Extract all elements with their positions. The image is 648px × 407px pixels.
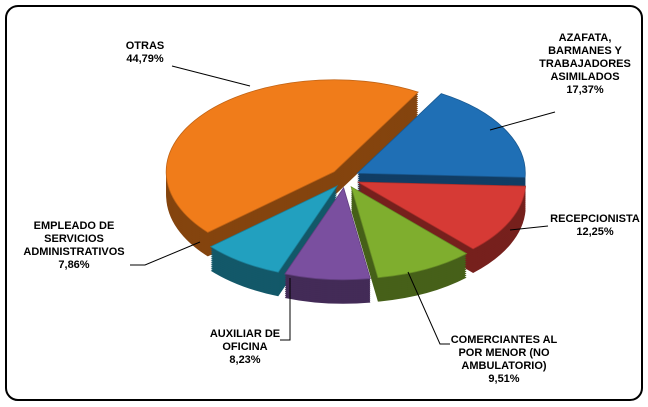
slice-label: EMPLEADO DE SERVICIOS ADMINISTRATIVOS 7,8… bbox=[18, 220, 130, 272]
value-label: 7,86% bbox=[58, 259, 90, 271]
category-label: COMERCIANTES AL POR MENOR (NO AMBULATORI… bbox=[450, 334, 558, 372]
pie-slice bbox=[284, 186, 371, 281]
pie-slice bbox=[165, 79, 419, 233]
category-label: AZAFATA, BARMANES Y TRABAJADORES ASIMILA… bbox=[539, 32, 631, 83]
pie-slice bbox=[209, 185, 339, 273]
value-label: 17,37% bbox=[566, 84, 604, 96]
pie-slice bbox=[357, 181, 527, 250]
category-label: RECEPCIONISTA bbox=[550, 213, 640, 225]
value-label: 12,25% bbox=[576, 226, 614, 238]
slice-label: AUXILIAR DE OFICINA 8,23% bbox=[205, 328, 285, 367]
value-label: 8,23% bbox=[229, 354, 261, 366]
value-label: 44,79% bbox=[126, 53, 164, 65]
pie-slice bbox=[356, 93, 526, 178]
pie-slice bbox=[350, 185, 468, 279]
leader-line bbox=[171, 65, 251, 87]
pie bbox=[165, 79, 527, 304]
value-label: 9,51% bbox=[488, 373, 520, 385]
leader-line bbox=[130, 241, 201, 266]
leader-line bbox=[489, 111, 556, 131]
category-label: AUXILIAR DE OFICINA bbox=[209, 328, 281, 353]
slice-label: OTRAS 44,79% bbox=[105, 40, 185, 66]
slice-label: COMERCIANTES AL POR MENOR (NO AMBULATORI… bbox=[448, 334, 560, 386]
category-label: OTRAS bbox=[125, 40, 165, 52]
leader-line bbox=[509, 225, 549, 231]
leader-lines bbox=[130, 65, 556, 345]
slice-label: RECEPCIONISTA 12,25% bbox=[545, 213, 645, 239]
category-label: EMPLEADO DE SERVICIOS ADMINISTRATIVOS bbox=[23, 220, 125, 258]
leader-line bbox=[407, 271, 450, 345]
leader-line bbox=[280, 278, 291, 341]
slice-label: AZAFATA, BARMANES Y TRABAJADORES ASIMILA… bbox=[536, 32, 634, 97]
